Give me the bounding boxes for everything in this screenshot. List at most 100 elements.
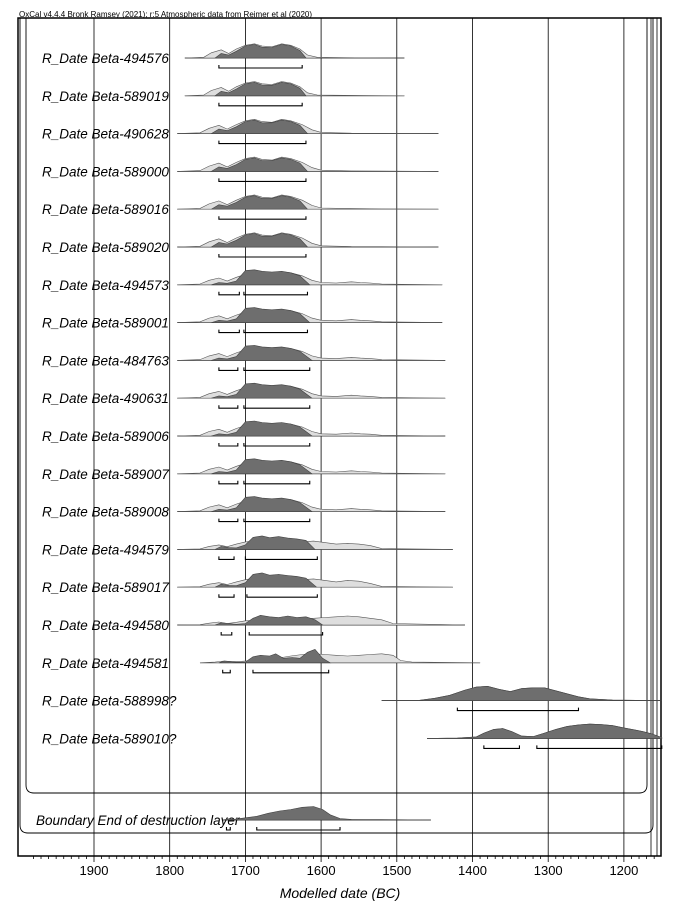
hpd-range <box>243 443 311 447</box>
hpd-range <box>244 556 318 560</box>
posterior-distribution <box>214 572 318 588</box>
distribution-row: R_Date Beta-494576 <box>42 43 405 69</box>
distributions: R_Date Beta-494576 R_Date Beta-589019 R_Da… <box>36 43 663 831</box>
hpd-range <box>246 594 318 598</box>
hpd-range <box>456 707 580 712</box>
posterior-distribution <box>210 119 309 134</box>
series-label: R_Date Beta-490631 <box>42 391 169 406</box>
hpd-range <box>218 65 303 69</box>
hpd-range <box>536 745 663 749</box>
x-tick-label: 1800 <box>155 863 184 878</box>
hpd-range <box>218 291 240 296</box>
series-label: R_Date Beta-589000 <box>42 164 169 179</box>
series-label: R_Date Beta-589001 <box>42 316 169 331</box>
distribution-row: R_Date Beta-589017 <box>42 572 453 598</box>
grid-layer <box>93 18 658 856</box>
hpd-range <box>218 254 307 258</box>
hpd-range <box>243 480 311 485</box>
hpd-range <box>218 405 239 409</box>
distribution-row: R_Date Beta-589001 <box>42 307 443 334</box>
posterior-distribution <box>210 233 309 248</box>
hpd-range <box>243 518 311 523</box>
plot-frame <box>17 17 662 857</box>
x-tick-label: 1900 <box>80 863 109 878</box>
hpd-range <box>220 632 233 636</box>
group-frames <box>17 17 662 857</box>
phase-frame <box>25 18 648 794</box>
hpd-range <box>243 329 309 334</box>
series-label: R_Date Beta-589017 <box>42 580 169 595</box>
hpd-range <box>218 102 303 107</box>
hpd-range <box>243 367 311 371</box>
posterior-distribution <box>211 382 313 399</box>
x-axis-label: Modelled date (BC) <box>280 885 401 901</box>
hpd-range <box>218 178 307 182</box>
hpd-range <box>483 745 520 749</box>
distribution-row: R_Date Beta-589016 <box>42 194 439 220</box>
series-label: R_Date Beta-589019 <box>42 89 169 104</box>
oxcal-header: OxCal v4.4.4 Bronk Ramsey (2021); r:5 At… <box>19 10 313 19</box>
posterior-distribution <box>381 685 662 701</box>
series-label: R_Date Beta-589006 <box>42 429 169 444</box>
x-tick-label: 1400 <box>458 863 487 878</box>
distribution-row: R_Date Beta-490631 <box>42 382 446 409</box>
distribution-row: R_Date Beta-589010? <box>42 723 663 749</box>
series-label: R_Date Beta-589007 <box>42 467 169 482</box>
series-label: R_Date Beta-494580 <box>42 618 169 633</box>
hpd-range <box>225 827 231 831</box>
distribution-row: R_Date Beta-589019 <box>42 81 405 107</box>
hpd-range <box>218 518 239 523</box>
posterior-distribution <box>427 723 663 739</box>
x-tick-label: 1600 <box>307 863 336 878</box>
prior-distribution <box>199 653 481 664</box>
series-label: R_Date Beta-589008 <box>42 505 169 520</box>
posterior-distribution <box>211 345 313 361</box>
posterior-distribution <box>222 806 431 821</box>
posterior-distribution <box>218 648 332 664</box>
distribution-row: R_Date Beta-589007 <box>42 458 446 485</box>
hpd-range <box>218 329 240 334</box>
series-label: R_Date Beta-494573 <box>42 278 169 293</box>
posterior-distribution <box>214 44 307 59</box>
posterior-distribution <box>214 535 316 550</box>
x-tick-label: 1200 <box>609 863 638 878</box>
series-label: R_Date Beta-589016 <box>42 202 169 217</box>
series-label: R_Date Beta-490628 <box>42 127 169 142</box>
posterior-distribution <box>211 496 313 512</box>
hpd-range <box>218 140 307 145</box>
distribution-row: R_Date Beta-494579 <box>42 535 453 560</box>
x-tick-label: 1500 <box>382 863 411 878</box>
sequence-frame <box>19 18 654 834</box>
distribution-row: R_Date Beta-588998? <box>42 685 662 712</box>
hpd-range <box>256 827 341 831</box>
series-label: R_Date Beta-589010? <box>42 731 177 746</box>
distribution-row: R_Date Beta-589008 <box>42 496 446 523</box>
hpd-range <box>252 669 330 674</box>
series-label: R_Date Beta-484763 <box>42 353 169 368</box>
x-tick-label: 1700 <box>231 863 260 878</box>
series-label: R_Date Beta-588998? <box>42 694 177 709</box>
posterior-distribution <box>214 614 324 626</box>
series-label: Boundary End of destruction layer <box>36 813 240 828</box>
posterior-distribution <box>210 157 309 172</box>
posterior-distribution <box>211 420 313 437</box>
hpd-range <box>222 669 231 674</box>
distribution-row: R_Date Beta-490628 <box>42 118 439 145</box>
hpd-range <box>218 480 239 485</box>
hpd-range <box>218 367 239 371</box>
hpd-range <box>243 291 309 296</box>
distribution-row: R_Date Beta-494580 <box>42 614 465 636</box>
posterior-distribution <box>210 195 309 210</box>
series-label: R_Date Beta-494579 <box>42 542 169 557</box>
hpd-range <box>243 405 311 409</box>
hpd-range <box>218 216 307 220</box>
x-tick-label: 1300 <box>534 863 563 878</box>
distribution-row: R_Date Beta-589020 <box>42 232 439 258</box>
distribution-row: R_Date Beta-589006 <box>42 420 446 447</box>
distribution-row: R_Date Beta-589000 <box>42 156 439 182</box>
series-label: R_Date Beta-494581 <box>42 656 169 671</box>
x-axis: 1900 1800 1700 1600 1500 1400 1300 1200 <box>33 856 655 878</box>
hpd-range <box>248 632 324 636</box>
series-label: R_Date Beta-494576 <box>42 51 169 66</box>
